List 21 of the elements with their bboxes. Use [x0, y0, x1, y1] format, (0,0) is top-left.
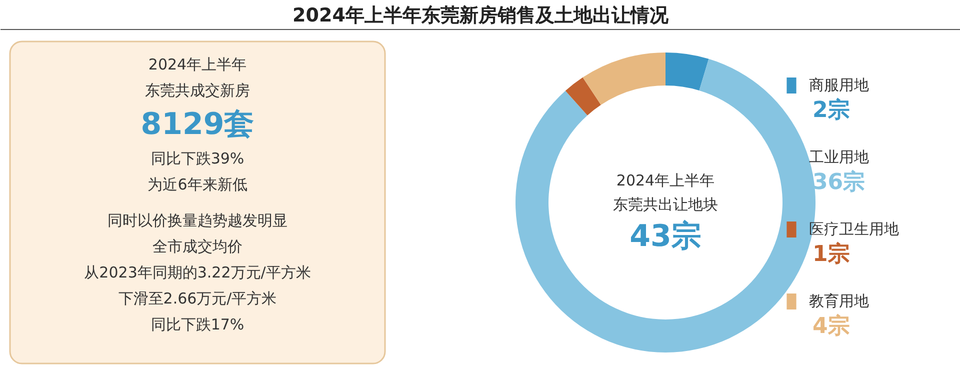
text: 全市成交均价: [152, 238, 242, 256]
text: 8129套: [140, 107, 254, 142]
chart-title: 2024年上半年东莞新房销售及土地出让情况: [292, 4, 670, 26]
text: 2024年上半年: [616, 172, 715, 190]
legend-label: 商服用地: [809, 75, 869, 95]
data-label: 36宗: [812, 169, 866, 195]
text: 同比下跌39%: [150, 150, 244, 168]
text: 2024年上半年: [148, 56, 247, 74]
text: 下滑至2.66万元/平方米: [118, 290, 277, 308]
text: 同比下跌17%: [150, 316, 244, 334]
data-label: 2宗: [812, 97, 850, 123]
text: 同时以价换量趋势越发明显: [108, 212, 288, 230]
data-label: 4宗: [812, 313, 850, 339]
text: 为近6年来新低: [148, 176, 248, 194]
data-label: 1宗: [812, 241, 850, 267]
text: 东莞共出让地块: [613, 196, 718, 214]
text: 43宗: [630, 219, 702, 254]
legend-label: 教育用地: [809, 291, 869, 311]
text: 东莞共成交新房: [145, 82, 250, 100]
text: 从2023年同期的3.22万元/平方米: [84, 264, 311, 282]
slice-label: 工业用地: [809, 147, 869, 167]
